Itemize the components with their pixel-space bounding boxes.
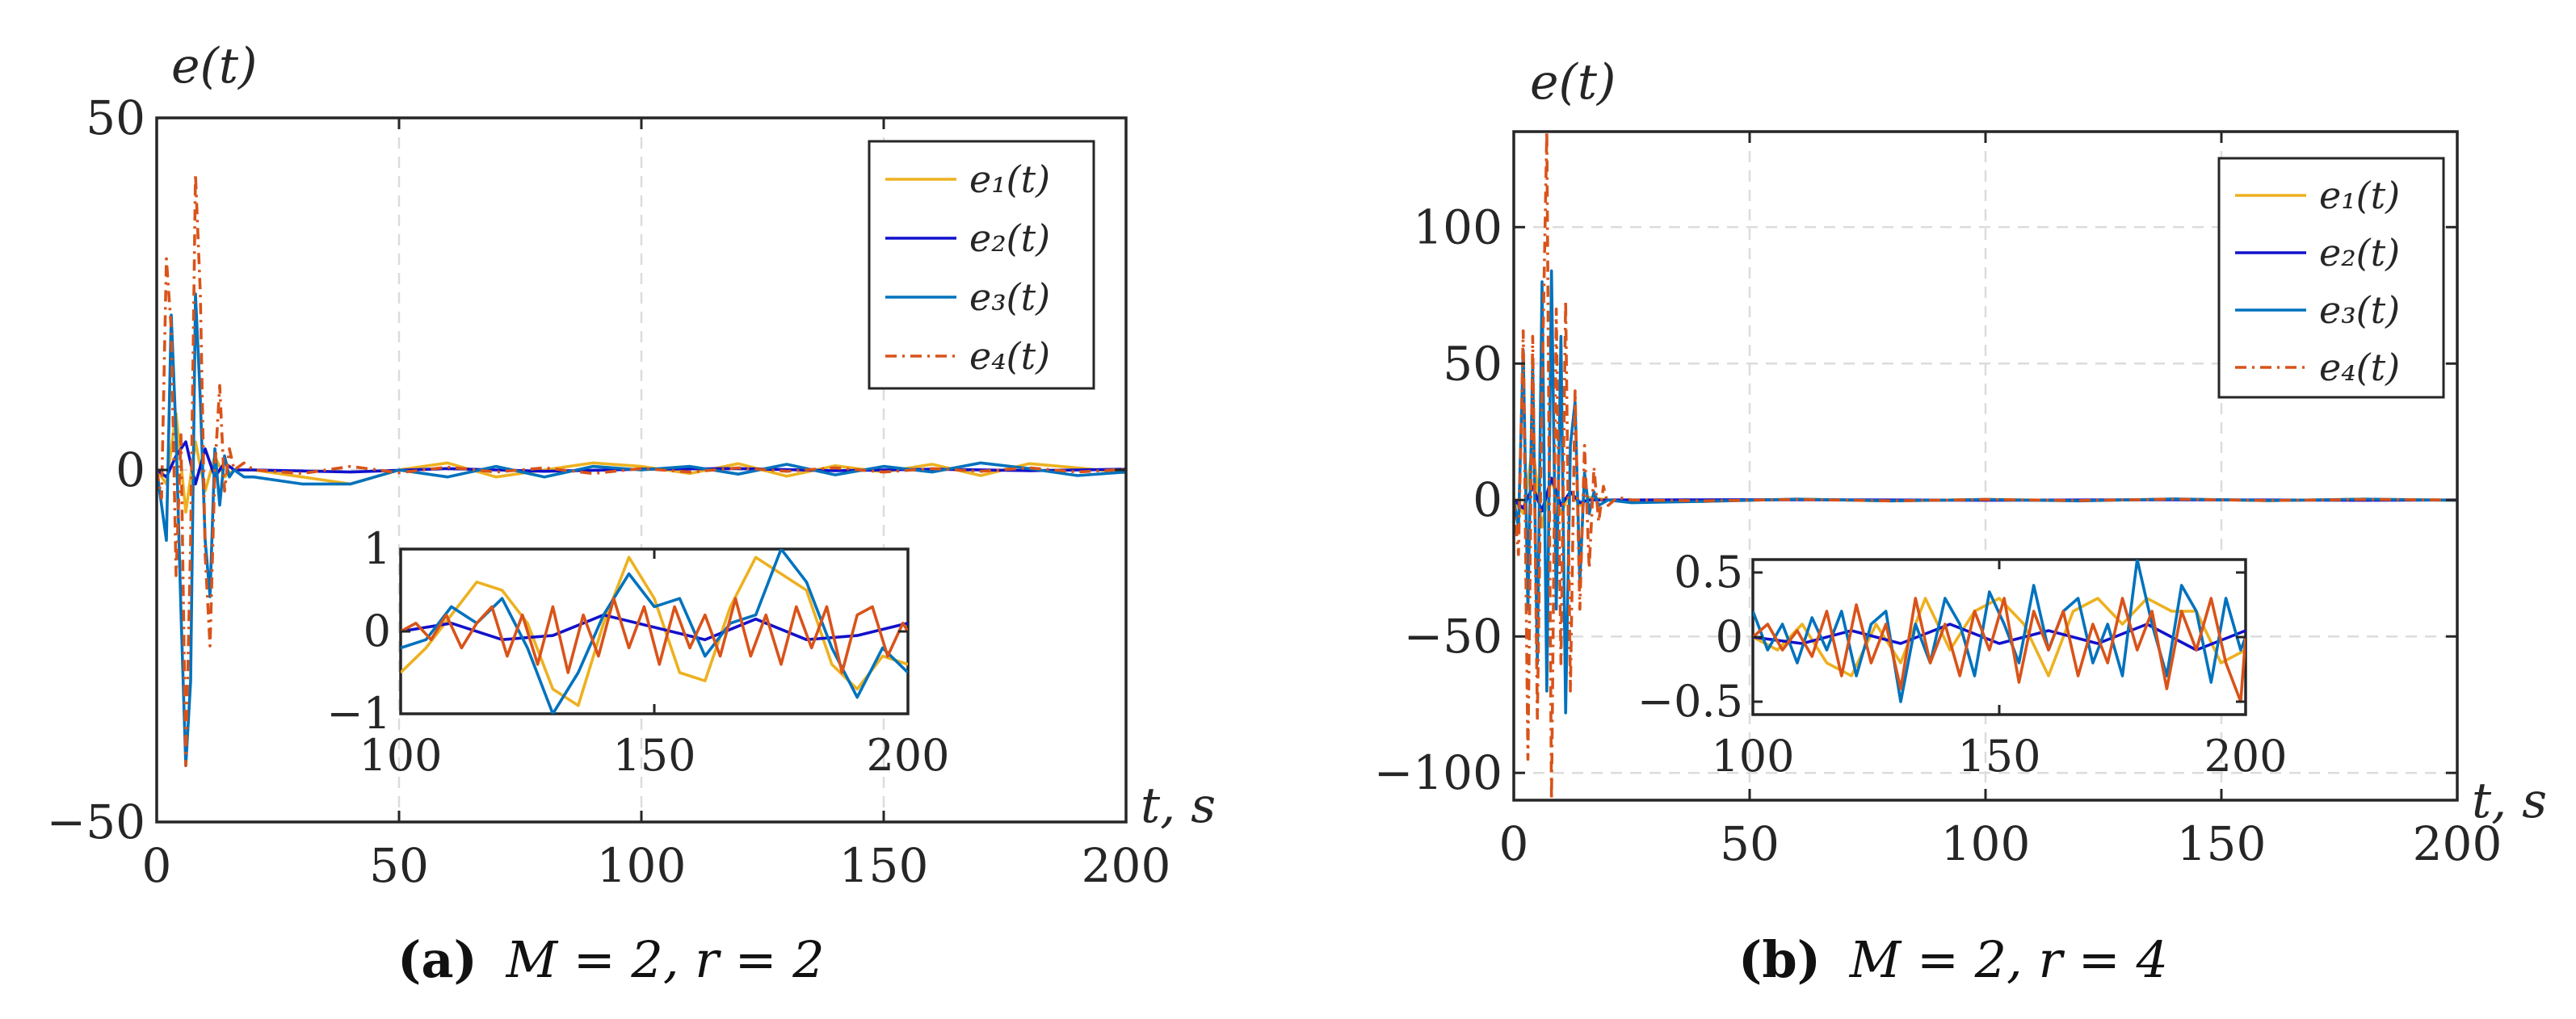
a-inset-x-tick-label-200: 200 xyxy=(866,730,949,781)
a-x-tick-label-200: 200 xyxy=(1082,838,1171,893)
a-inset-y-tick-label--1: −1 xyxy=(326,688,391,739)
a-inset-y-tick-label-1: 1 xyxy=(363,523,391,574)
b-legend-label-e2: e₂(t) xyxy=(2319,231,2400,275)
b-series-e4-line xyxy=(1514,132,2457,800)
b-y-tick-label--50: −50 xyxy=(1404,609,1502,664)
panel-a-caption: (a) M = 2, r = 2 xyxy=(397,930,825,989)
a-y-tick-label-50: 50 xyxy=(86,90,145,145)
a-legend-label-e2: e₂(t) xyxy=(969,216,1050,260)
a-legend-label-e4: e₄(t) xyxy=(969,334,1050,378)
a-x-tick-label-50: 50 xyxy=(369,838,429,893)
panel-a-caption-label: (a) xyxy=(397,930,477,989)
a-series-e4-line xyxy=(157,173,1126,768)
b-x-tick-label-100: 100 xyxy=(1941,816,2031,871)
b-inset-x-tick-label-100: 100 xyxy=(1711,731,1794,782)
b-inset-series-e1-line xyxy=(1753,597,2246,677)
b-inset-series-e2-line xyxy=(1753,623,2246,652)
b-inset-y-tick-label--0.5: −0.5 xyxy=(1637,676,1743,727)
panel-a-legend: e₁(t) e₂(t) e₃(t) e₄(t) xyxy=(868,140,1095,390)
b-x-tick-label-150: 150 xyxy=(2177,816,2267,871)
b-legend-label-e3: e₃(t) xyxy=(2319,288,2400,332)
a-inset-series-e4-line xyxy=(401,597,908,674)
b-legend-label-e1: e₁(t) xyxy=(2319,174,2400,217)
a-legend-label-e1: e₁(t) xyxy=(969,157,1050,201)
panel-a-series xyxy=(157,173,1126,768)
panel-b-ticks: 0 50 100 150 200 −100 −50 0 50 100 xyxy=(1374,132,2502,871)
b-x-tick-label-0: 0 xyxy=(1499,816,1529,871)
a-inset-x-tick-label-100: 100 xyxy=(359,730,442,781)
b-inset-y-tick-label-0: 0 xyxy=(1716,611,1743,662)
b-x-tick-label-200: 200 xyxy=(2413,816,2502,871)
b-x-tick-label-50: 50 xyxy=(1720,816,1780,871)
a-x-tick-label-150: 150 xyxy=(839,838,929,893)
panel-b-y-axis-label: e(t) xyxy=(1530,54,1616,111)
a-x-tick-label-100: 100 xyxy=(597,838,687,893)
panel-b-caption-math: M = 2, r = 4 xyxy=(1849,930,2168,989)
a-inset-series-e2-line xyxy=(401,613,908,642)
panel-a-inset-ticks: 100 150 200 −1 0 1 xyxy=(326,523,949,781)
panel-b-x-axis-label: t, s xyxy=(2472,773,2547,829)
panel-a-y-axis-label: e(t) xyxy=(171,38,257,94)
panel-b-inset-frame xyxy=(1751,558,2247,716)
panel-a-legend-box xyxy=(868,140,1095,390)
panel-b-series xyxy=(1514,132,2457,800)
b-y-tick-label-100: 100 xyxy=(1413,199,1502,254)
b-inset-series-e3-line xyxy=(1753,560,2246,703)
a-series-e2-line xyxy=(157,440,1126,486)
b-y-tick-label-0: 0 xyxy=(1473,472,1502,527)
panel-b-inset-ticks: 100 150 200 −0.5 0 0.5 xyxy=(1637,547,2288,782)
panel-b-inset: 100 150 200 −0.5 0 0.5 xyxy=(1637,547,2288,782)
b-inset-x-tick-label-200: 200 xyxy=(2204,731,2287,782)
a-inset-x-tick-label-150: 150 xyxy=(612,730,695,781)
b-legend-label-e4: e₄(t) xyxy=(2319,346,2400,389)
panel-a-inset: 100 150 200 −1 0 1 xyxy=(326,523,949,781)
a-inset-y-tick-label-0: 0 xyxy=(363,606,391,656)
panel-a-inset-series xyxy=(401,549,908,714)
a-y-tick-label-0: 0 xyxy=(116,442,145,497)
b-inset-series-e4-line xyxy=(1753,597,2246,703)
b-y-tick-label--100: −100 xyxy=(1374,745,1502,800)
b-inset-y-tick-label-0.5: 0.5 xyxy=(1674,547,1743,598)
b-inset-x-tick-label-150: 150 xyxy=(1957,731,2040,782)
panel-a-x-axis-label: t, s xyxy=(1141,778,1216,834)
a-y-tick-label--50: −50 xyxy=(47,795,145,849)
panel-b-legend-box xyxy=(2217,157,2445,399)
panel-b-inset-series xyxy=(1753,560,2246,703)
panel-b-caption-label: (b) xyxy=(1738,930,1821,989)
a-x-tick-label-0: 0 xyxy=(142,838,172,893)
panel-a-caption-math: M = 2, r = 2 xyxy=(506,930,825,989)
panel-b-legend: e₁(t) e₂(t) e₃(t) e₄(t) xyxy=(2217,157,2445,399)
b-y-tick-label-50: 50 xyxy=(1443,336,1502,391)
panel-a-inset-frame xyxy=(399,547,910,715)
a-legend-label-e3: e₃(t) xyxy=(969,275,1050,319)
panel-b-caption: (b) M = 2, r = 4 xyxy=(1738,930,2168,989)
